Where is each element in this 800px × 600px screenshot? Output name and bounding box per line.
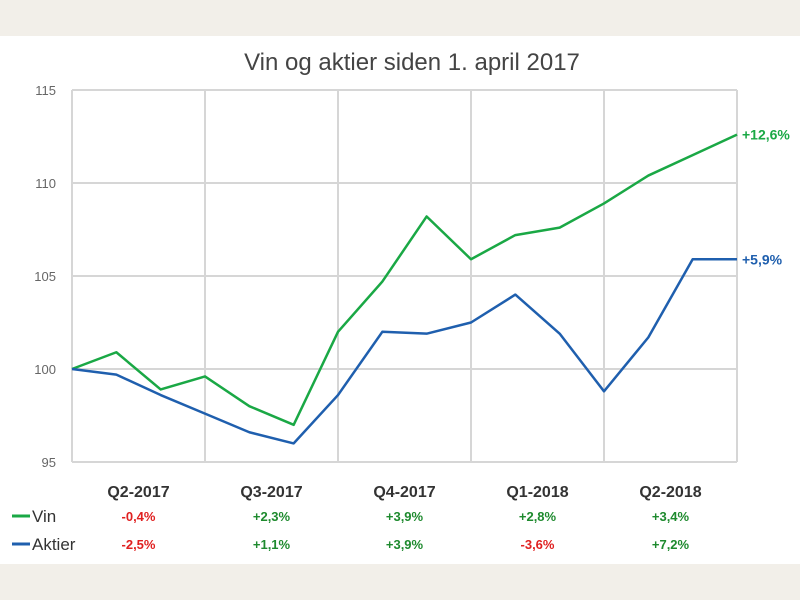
- x-category-label: Q2-2017: [107, 484, 169, 501]
- series-line-vin: [71, 133, 738, 427]
- end-label-aktier: +5,9%: [742, 251, 783, 267]
- y-tick-label: 110: [35, 176, 56, 191]
- end-label-vin: +12,6%: [742, 127, 790, 143]
- quarter-change-value: -0,4%: [122, 509, 156, 524]
- y-tick-label: 95: [42, 455, 56, 470]
- chart-title: Vin og aktier siden 1. april 2017: [244, 49, 580, 76]
- quarter-change-value: -2,5%: [122, 537, 156, 552]
- x-category-label: Q1-2018: [506, 484, 568, 501]
- quarter-table: Q2-2017 Q3-2017 Q4-2017 Q1-2018 Q2-2018 Vin -0…: [12, 484, 702, 554]
- y-tick-label: 100: [34, 362, 56, 377]
- chart-card: [0, 36, 800, 564]
- quarter-change-value: +3,4%: [652, 509, 690, 524]
- y-axis-ticks: 95 100 105 110 115: [34, 83, 56, 470]
- legend-label-aktier: Aktier: [32, 535, 76, 554]
- legend-label-vin: Vin: [32, 507, 56, 526]
- gridlines: [71, 89, 738, 463]
- y-tick-label: 105: [34, 269, 56, 284]
- x-category-label: Q3-2017: [240, 484, 302, 501]
- y-tick-label: 115: [35, 83, 56, 98]
- quarter-change-value: +2,8%: [519, 509, 557, 524]
- quarter-change-value: +2,3%: [253, 509, 291, 524]
- quarter-change-value: +1,1%: [253, 537, 291, 552]
- quarter-change-value: -3,6%: [521, 537, 555, 552]
- series-line-aktier: [71, 258, 737, 445]
- quarter-change-value: +3,9%: [386, 537, 424, 552]
- x-category-label: Q4-2017: [373, 484, 435, 501]
- quarter-change-value: +7,2%: [652, 537, 690, 552]
- quarter-change-value: +3,9%: [386, 509, 424, 524]
- x-category-label: Q2-2018: [639, 484, 701, 501]
- series-lines: +12,6% +5,9%: [71, 127, 790, 445]
